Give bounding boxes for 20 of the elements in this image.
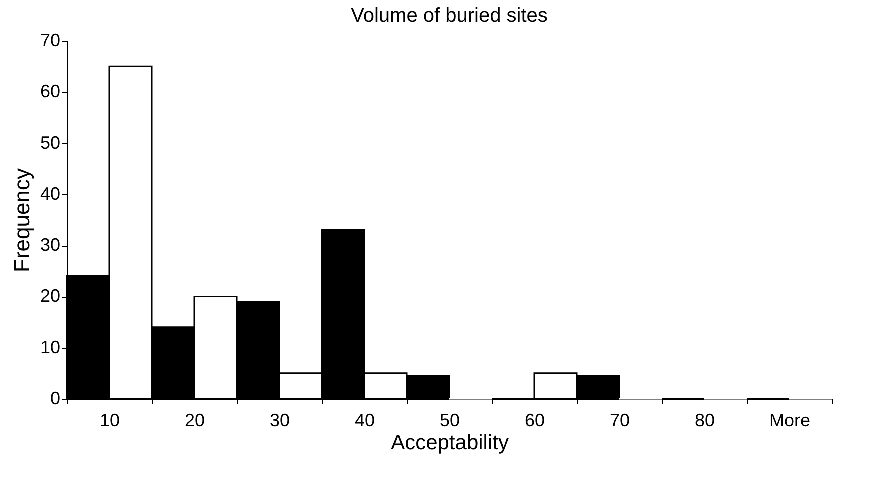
x-tick-label: More bbox=[769, 410, 811, 430]
x-tick-label: 40 bbox=[354, 410, 376, 430]
y-tick-label: 50 bbox=[40, 132, 60, 153]
chart-title: Volume of buried sites bbox=[351, 5, 548, 27]
y-axis-title: Frequency bbox=[9, 168, 34, 272]
x-tick-label: 10 bbox=[100, 410, 120, 430]
y-tick-label: 70 bbox=[40, 30, 60, 50]
x-tick-label: 50 bbox=[440, 410, 460, 430]
y-tick-label: 40 bbox=[40, 184, 60, 204]
x-tick-label: 80 bbox=[694, 410, 716, 430]
y-tick-label: 30 bbox=[40, 235, 60, 256]
y-tick-label: 0 bbox=[50, 388, 60, 408]
x-tick-label: 70 bbox=[610, 410, 630, 430]
x-tick-label: 60 bbox=[524, 410, 546, 430]
y-tick-label: 10 bbox=[40, 337, 60, 358]
y-tick-label: 20 bbox=[40, 286, 60, 306]
x-tick-label: 20 bbox=[184, 410, 206, 430]
x-tick-label: 30 bbox=[270, 410, 290, 430]
x-axis-title: Acceptability bbox=[391, 432, 510, 454]
y-tick-label: 60 bbox=[40, 82, 60, 102]
